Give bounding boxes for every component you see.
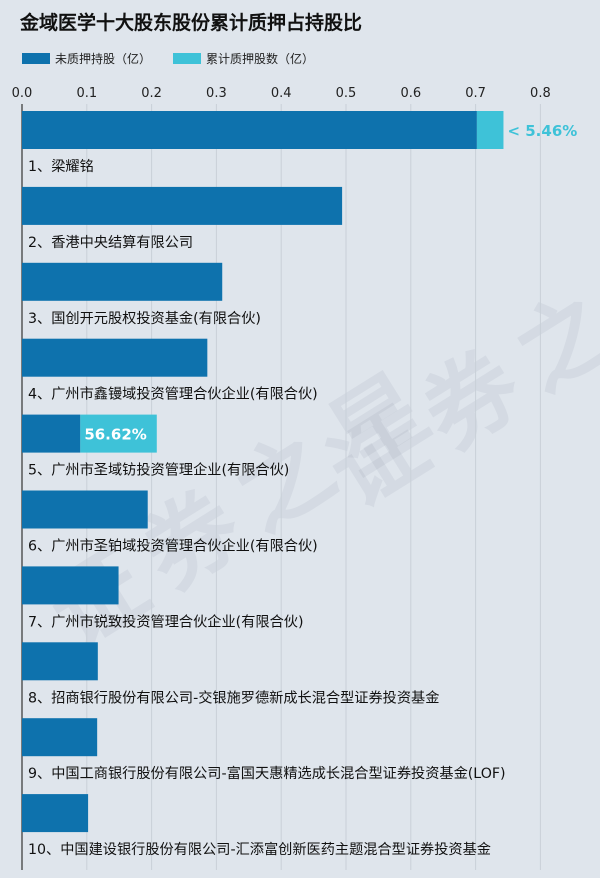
- data-label: < 5.46%: [507, 122, 577, 140]
- category-label: 8、招商银行股份有限公司-交银施罗德新成长混合型证券投资基金: [28, 689, 439, 706]
- bar-unpledged: [22, 642, 98, 681]
- category-label: 2、香港中央结算有限公司: [28, 235, 193, 251]
- x-tick-label: 0.5: [336, 86, 357, 101]
- legend-label-unpledged: 未质押持股（亿）: [55, 52, 152, 66]
- category-label: 10、中国建设银行股份有限公司-汇添富创新医药主题混合型证券投资基金: [28, 841, 491, 858]
- bar-unpledged: [22, 718, 98, 757]
- category-label: 4、广州市鑫镘域投资管理合伙企业(有限合伙): [28, 386, 318, 403]
- bar-pledged: [80, 414, 157, 453]
- category-label: 7、广州市锐致投资管理合伙企业(有限合伙): [28, 613, 303, 630]
- legend-item-unpledged: 未质押持股（亿）: [22, 50, 151, 67]
- category-label: 1、梁耀铭: [28, 159, 94, 175]
- bar-unpledged: [22, 794, 89, 833]
- x-tick-label: 0.8: [530, 86, 551, 101]
- legend-label-pledged: 累计质押股数（亿）: [206, 52, 315, 66]
- x-tick-label: 0.6: [400, 86, 421, 101]
- bar-unpledged: [22, 111, 477, 149]
- x-tick-label: 0.4: [271, 86, 292, 101]
- legend: 未质押持股（亿） 累计质押股数（亿）: [22, 50, 336, 67]
- bar-unpledged: [22, 338, 208, 377]
- x-tick-label: 0.3: [206, 86, 227, 101]
- category-label: 3、国创开元股权投资基金(有限合伙): [28, 310, 261, 327]
- x-tick-label: 0.7: [465, 86, 486, 101]
- x-tick-label: 0.0: [12, 86, 33, 101]
- bar-unpledged: [22, 490, 148, 529]
- bar-unpledged: [22, 262, 223, 301]
- bar-unpledged: [22, 186, 343, 225]
- data-label: 56.62%: [84, 426, 146, 444]
- x-tick-label: 0.2: [141, 86, 162, 101]
- bar-unpledged: [22, 566, 119, 605]
- bar-unpledged: [22, 414, 81, 453]
- category-label: 6、广州市圣铂域投资管理合伙企业(有限合伙): [28, 538, 318, 555]
- category-label: 5、广州市圣域钫投资管理企业(有限合伙): [28, 462, 289, 479]
- x-tick-label: 0.1: [76, 86, 97, 101]
- legend-swatch-unpledged: [22, 53, 50, 64]
- category-label: 9、中国工商银行股份有限公司-富国天惠精选成长混合型证券投资基金(LOF): [28, 765, 506, 782]
- bar-pledged: [476, 111, 504, 149]
- chart-title: 金域医学十大股东股份累计质押占持股比: [20, 12, 363, 34]
- legend-item-pledged: 累计质押股数（亿）: [173, 50, 314, 67]
- legend-swatch-pledged: [173, 53, 202, 64]
